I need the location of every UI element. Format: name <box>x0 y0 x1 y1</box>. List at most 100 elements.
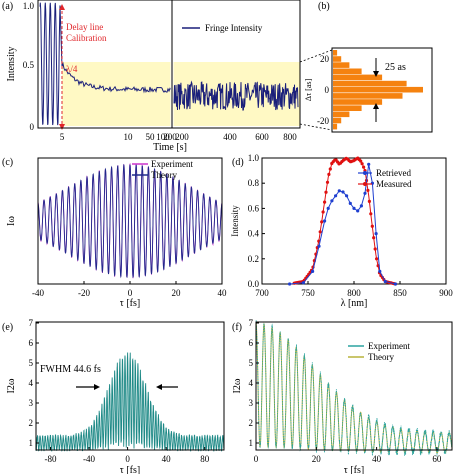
retrieved-point <box>345 194 349 198</box>
retrieved-point <box>317 244 321 248</box>
panel-f-xtick-label: 0 <box>254 454 259 464</box>
retrieved-point <box>330 199 334 203</box>
retrieved-point <box>393 282 397 286</box>
fwhm-arrow-right-head <box>156 384 162 390</box>
panel-e-xtick-label: 80 <box>200 454 210 464</box>
panel-e-ytick-label: 6 <box>29 338 34 348</box>
delay-marker-arrow-top <box>59 4 65 10</box>
retrieved-point <box>383 279 387 284</box>
panel-a: Fringe Intensity Delay line Calibration … <box>2 0 301 153</box>
panel-c-xtick-label: 20 <box>172 288 182 298</box>
retrieved-point <box>301 281 305 285</box>
histogram-bar <box>333 62 350 68</box>
retrieved-point <box>334 194 338 198</box>
panel-e-ytick-label: 1 <box>29 438 34 448</box>
panel-f-xtick-label: 60 <box>432 454 442 464</box>
panel-c-xtick-label: -40 <box>32 288 44 298</box>
panel-e-ytick-label: 2 <box>29 418 34 428</box>
retrieved-point <box>326 206 330 210</box>
histogram-bar <box>333 86 423 93</box>
panel-b-ytick-neg20: -20 <box>317 116 329 126</box>
retrieved-point <box>356 209 360 213</box>
panel-f-xtick-label: 40 <box>372 454 382 464</box>
panel-b-frame <box>331 47 433 133</box>
panel-e-label: (e) <box>2 322 13 333</box>
histogram-bar <box>333 80 407 87</box>
fwhm-annotation: FWHM 44.6 fs <box>40 364 101 375</box>
retrieved-point <box>363 191 367 195</box>
panel-c-xtick-label: -20 <box>78 288 90 298</box>
histogram-bars <box>333 50 423 130</box>
retrieved-point <box>378 269 382 273</box>
fwhm-arrow-left-head <box>94 384 100 390</box>
panel-d-ytick-label: 0.4 <box>248 229 260 239</box>
delay-annotation-line1: Delay line <box>66 22 103 32</box>
panel-f-ytick-label: 1 <box>249 438 254 448</box>
panel-e-ytick-label: 3 <box>29 398 34 408</box>
series-fringe-intensity <box>39 2 299 126</box>
measured-point <box>375 257 379 261</box>
panel-e-xtick-label: 0 <box>125 454 130 464</box>
panel-a-xtick-10: 10 <box>124 132 134 142</box>
panel-a-xtick-200b: 200 <box>175 132 189 142</box>
panel-d-ytick-label: 0.0 <box>248 279 260 289</box>
panel-b-ytick-0: 0 <box>325 85 330 95</box>
panel-a-xtick-600: 600 <box>255 132 269 142</box>
retrieved-point <box>323 219 327 223</box>
series-theory-c <box>37 163 223 279</box>
zoom-dash-bottom <box>299 123 333 131</box>
panel-e-xtick-label: -80 <box>44 454 56 464</box>
panel-c-ylabel: Iω <box>6 216 17 226</box>
panel-f-xtick-label: 20 <box>312 454 322 464</box>
measured-point <box>366 188 370 192</box>
panel-f-ytick-label: 2 <box>249 418 254 428</box>
panel-d-ytick-label: 0.8 <box>248 178 260 188</box>
panel-c-label: (c) <box>2 157 13 168</box>
panel-f-xlabel: τ [fs] <box>344 465 364 474</box>
histogram-bar <box>333 123 338 130</box>
range-arrow-top-head <box>373 71 379 77</box>
histogram-bar <box>333 117 342 124</box>
retrieved-point <box>359 204 363 208</box>
histogram-bar <box>333 50 338 56</box>
retrieved-point <box>352 206 356 210</box>
panel-a-ylabel: Intensity <box>6 47 17 82</box>
panel-a-ytick-1: 0.5 <box>23 60 35 70</box>
panel-d-ytick-label: 0.2 <box>248 254 259 264</box>
panel-e-xlabel: τ [fs] <box>120 465 140 474</box>
panel-f-ticks: 0 20 40 60 1 2 3 4 5 6 7 <box>249 318 442 464</box>
panel-a-ytick-2: 1.0 <box>23 1 35 11</box>
measured-point <box>369 212 373 216</box>
panel-f-frame <box>255 321 453 451</box>
measured-point <box>323 200 327 204</box>
measured-point <box>318 230 322 234</box>
measured-point <box>324 190 328 194</box>
histogram-bar <box>333 74 383 81</box>
panel-f-ytick-label: 3 <box>249 398 254 408</box>
measured-point <box>359 159 363 163</box>
panel-f-ylabel: I2ω <box>232 378 243 393</box>
panel-e-xtick-label: -40 <box>83 454 95 464</box>
retrieved-point <box>337 189 341 193</box>
panel-d-xtick-label: 850 <box>393 288 407 298</box>
measured-point <box>328 167 332 171</box>
measured-point <box>327 172 331 176</box>
series-retrieved-line <box>289 164 396 285</box>
legend-retrieved-marker <box>363 171 367 175</box>
retrieved-point <box>341 190 345 194</box>
delay-marker-arrow-bottom <box>59 124 65 130</box>
panel-f-ytick-label: 5 <box>249 358 254 368</box>
histogram-bar <box>333 99 383 105</box>
histogram-bar <box>333 68 362 75</box>
measured-point <box>362 165 366 169</box>
range-annotation: 25 as <box>385 62 406 73</box>
panel-d-xlabel: λ [nm] <box>341 298 368 309</box>
series-experiment-c <box>37 162 223 279</box>
retrieved-point <box>374 232 378 236</box>
panel-f-ytick-label: 7 <box>249 318 254 328</box>
panel-d-xtick-label: 700 <box>255 288 269 298</box>
histogram-bar <box>333 105 362 111</box>
panel-e-ytick-label: 4 <box>29 378 34 388</box>
panel-e-ticks: -80 -40 0 40 80 1 2 3 4 5 6 7 <box>29 318 210 464</box>
